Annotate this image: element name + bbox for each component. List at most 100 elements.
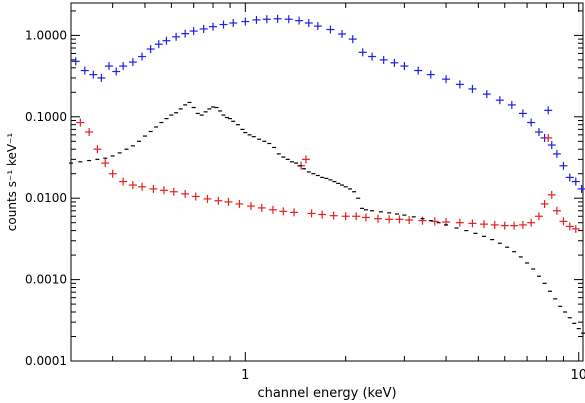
data-point (480, 220, 489, 229)
data-point (97, 73, 106, 82)
y-tick-label: 0.1000 (25, 110, 67, 124)
data-point (547, 190, 556, 199)
x-tick-label: 1 (241, 368, 249, 383)
data-point (295, 16, 304, 25)
data-point (544, 106, 553, 115)
y-tick-label: 0.0001 (25, 354, 67, 368)
data-point (199, 24, 208, 33)
data-point (482, 90, 491, 99)
data-point (284, 15, 293, 24)
data-point (490, 220, 499, 229)
y-tick-label: 1.0000 (25, 28, 67, 42)
data-point (352, 212, 361, 221)
data-point (119, 177, 128, 186)
y-tick-label: 0.0010 (25, 273, 67, 287)
data-point (507, 100, 516, 109)
data-point (518, 109, 527, 118)
data-point (85, 128, 94, 137)
data-point (552, 149, 561, 158)
data-point (301, 155, 310, 164)
data-point (191, 192, 200, 201)
data-point (214, 196, 223, 205)
data-point (527, 118, 536, 127)
data-point (565, 222, 574, 231)
series-layer (69, 14, 585, 334)
data-point (108, 169, 117, 178)
x-axis-label: channel energy (keV) (257, 386, 396, 401)
data-point (279, 207, 288, 216)
data-point (209, 22, 218, 31)
data-point (379, 55, 388, 64)
data-point (571, 177, 580, 186)
plot-frame (70, 2, 584, 362)
data-point (338, 30, 347, 39)
data-point (229, 18, 238, 27)
data-point (138, 182, 147, 191)
data-point (552, 206, 561, 215)
data-point (138, 52, 147, 61)
series-2 (69, 101, 585, 334)
data-point (304, 18, 313, 27)
data-point (149, 184, 158, 193)
series-0 (71, 14, 585, 193)
data-point (400, 62, 409, 71)
data-point (559, 161, 568, 170)
data-point (500, 221, 509, 230)
data-point (159, 186, 168, 195)
data-point (313, 22, 322, 31)
data-point (468, 219, 477, 228)
data-point (418, 216, 427, 225)
data-point (101, 159, 110, 168)
y-axis-label: counts s⁻¹ keV⁻¹ (5, 133, 19, 232)
data-point (128, 181, 137, 190)
data-point (104, 62, 113, 71)
data-point (71, 57, 80, 66)
data-point (534, 212, 543, 221)
data-point (348, 35, 357, 44)
data-point (257, 203, 266, 212)
data-point (318, 210, 327, 219)
data-point (128, 58, 137, 67)
data-point (290, 208, 299, 217)
data-point (559, 217, 568, 226)
data-point (203, 194, 212, 203)
data-point (162, 36, 171, 45)
data-point (468, 84, 477, 93)
data-point (262, 15, 271, 24)
data-point (189, 27, 198, 36)
data-point (518, 220, 527, 229)
data-point (361, 213, 370, 222)
data-point (172, 32, 181, 41)
data-point (385, 215, 394, 224)
data-point (307, 209, 316, 218)
data-point (273, 14, 282, 23)
data-point (235, 199, 244, 208)
data-point (534, 128, 543, 137)
data-point (373, 214, 382, 223)
data-point (181, 189, 190, 198)
y-tick-label: 0.0100 (25, 191, 67, 205)
data-point (455, 218, 464, 227)
data-point (76, 118, 85, 127)
data-point (368, 52, 377, 61)
data-point (430, 217, 439, 226)
data-point (89, 70, 98, 79)
data-point (565, 173, 574, 182)
data-point (455, 80, 464, 89)
data-point (112, 67, 121, 76)
data-point (571, 224, 580, 233)
data-point (154, 40, 163, 49)
data-point (540, 199, 549, 208)
data-point (326, 25, 335, 34)
data-point (252, 15, 261, 24)
data-point (442, 75, 451, 84)
data-point (390, 58, 399, 67)
data-point (495, 96, 504, 105)
series-1 (76, 118, 580, 233)
data-point (510, 221, 519, 230)
data-point (426, 70, 435, 79)
data-point (329, 211, 338, 220)
data-point (224, 197, 233, 206)
data-point (527, 218, 536, 227)
